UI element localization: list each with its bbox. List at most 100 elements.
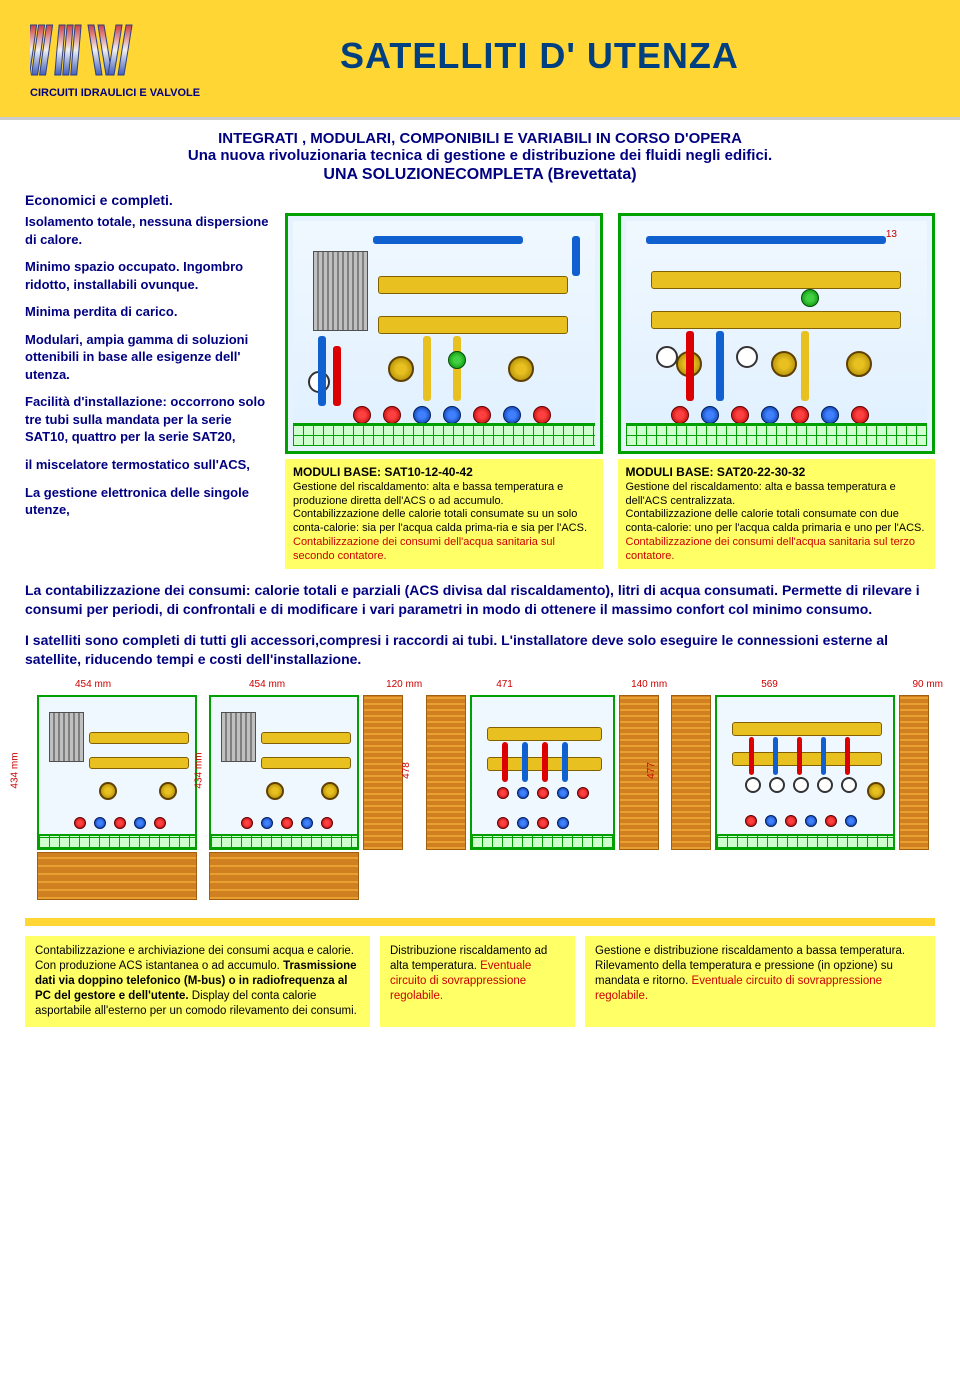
grid-floor-icon [715,834,895,850]
manifold-icon [651,311,901,329]
side-cabinet-icon [899,695,929,850]
pump-icon [388,356,414,382]
valve-icon [701,406,719,424]
module-sat20-desc1: Gestione del riscaldamento: alta e bassa… [626,481,896,507]
pipe-icon [522,742,528,782]
valve-icon [557,787,569,799]
manifold-icon [378,276,568,294]
valve-icon [851,406,869,424]
valve-icon [321,817,333,829]
pipe-icon [686,331,694,401]
pipe-icon [716,331,724,401]
valve-icon [537,817,549,829]
module-sat10-diagram [293,221,595,446]
valve-icon [801,289,819,307]
side-cabinet-icon [671,695,711,850]
module-sat20-desc3: Contabilizzazione dei consumi dell'acqua… [626,536,915,562]
completeness-paragraph: I satelliti sono completi di tutti gli a… [25,631,935,669]
bottom-3a: Gestione e distribuzione riscaldamento a… [595,945,905,957]
module-sat20-image-frame: 13 [618,213,936,454]
grid-floor-icon [37,834,197,850]
pipe-icon [373,236,523,244]
side-cabinet-icon [363,695,403,850]
meter-icon [793,777,809,793]
module-sat10-column: MODULI BASE: SAT10-12-40-42 Gestione del… [285,213,603,569]
meter-icon [745,777,761,793]
valve-icon [413,406,431,424]
intro-line-1: INTEGRATI , MODULARI, COMPONIBILI E VARI… [25,130,935,147]
accounting-paragraph: La contabilizzazione dei consumi: calori… [25,581,935,619]
pipe-icon [821,737,826,775]
pump-icon [846,351,872,377]
pipe-icon [773,737,778,775]
content-area: INTEGRATI , MODULARI, COMPONIBILI E VARI… [0,120,960,1037]
dimension-width: 454 mm [75,679,111,690]
features-column: Isolamento totale, nessuna dispersione d… [25,213,270,569]
valve-icon [557,817,569,829]
module-sat10-title: MODULI BASE: SAT10-12-40-42 [293,465,473,479]
civ-logo-icon [30,15,140,80]
valve-icon [761,406,779,424]
manifold-icon [732,752,882,766]
bottom-cell-2: Distribuzione riscaldamento ad alta temp… [380,936,575,1027]
meter-icon [817,777,833,793]
module-sat10-description: MODULI BASE: SAT10-12-40-42 Gestione del… [285,459,603,569]
pipe-icon [542,742,548,782]
valve-icon [74,817,86,829]
module-sat20-column: 13 [618,213,936,569]
feature-mixer: il miscelatore termostatico sull'ACS, [25,456,270,474]
bottom-descriptions-row: Contabilizzazione e archiviazione dei co… [25,936,935,1027]
pipe-icon [797,737,802,775]
pump-icon [321,782,339,800]
feature-electronic: La gestione elettronica delle singole ut… [25,484,270,519]
valve-icon [517,817,529,829]
pump-icon [99,782,117,800]
meter-icon [736,346,758,368]
unit-3: 471 140 mm 478 [426,681,659,850]
pipe-icon [423,336,431,401]
manifold-icon [487,727,602,741]
pump-icon [508,356,534,382]
feature-isolation: Isolamento totale, nessuna dispersione d… [25,213,270,248]
intro-block: INTEGRATI , MODULARI, COMPONIBILI E VARI… [25,130,935,184]
dimension-width: 569 [761,679,778,690]
heat-exchanger-icon [221,712,256,762]
module-sat10-desc2: Contabilizzazione delle calorie totali c… [293,508,587,534]
pipe-icon [572,236,580,276]
module-sat20-diagram: 13 [626,221,928,446]
valve-icon [791,406,809,424]
valve-icon [443,406,461,424]
bottom-cell-3: Gestione e distribuzione riscaldamento a… [585,936,935,1027]
meter-icon [656,346,678,368]
economici-line: Economici e completi. [25,192,935,208]
pipe-icon [646,236,886,244]
manifold-icon [732,722,882,736]
logo-block: CIRCUITI IDRAULICI E VALVOLE [30,15,200,99]
feature-modular: Modulari, ampia gamma di soluzioni otten… [25,331,270,384]
feature-pressure: Minima perdita di carico. [25,303,270,321]
grid-floor-icon [626,423,928,446]
unit-2: 454 mm 120 mm 434 mm [209,681,414,850]
feature-space: Minimo spazio occupato. Ingombro ridotto… [25,258,270,293]
valve-icon [517,787,529,799]
pipe-icon [801,331,809,401]
valve-icon [537,787,549,799]
dimension-height: 434 mm [10,753,21,789]
cabinet-panel-icon [209,852,359,900]
grid-floor-icon [209,834,359,850]
dimension-top: 140 mm [631,679,667,690]
valve-icon [114,817,126,829]
meter-icon [841,777,857,793]
manifold-icon [89,732,189,744]
grid-floor-icon [470,834,615,850]
valve-icon [671,406,689,424]
pump-icon [771,351,797,377]
pipe-icon [333,346,341,406]
valve-icon [821,406,839,424]
module-sat10-desc1: Gestione del riscaldamento: alta e bassa… [293,481,563,507]
dimension-height: 477 [646,762,657,779]
valve-icon [473,406,491,424]
valve-icon [134,817,146,829]
valve-icon [785,815,797,827]
valve-icon [825,815,837,827]
